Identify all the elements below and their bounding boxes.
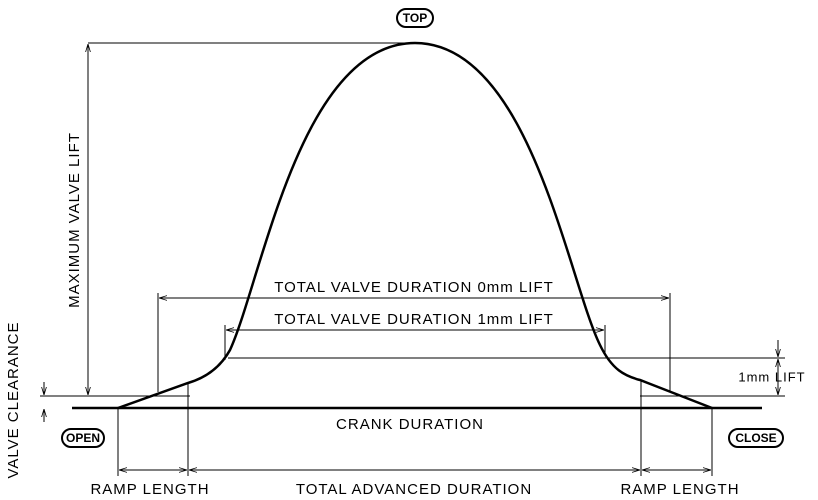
extension-lines [40,42,785,476]
duration-1mm-label: TOTAL VALVE DURATION 1mm LIFT [274,311,554,328]
lift-1mm-label: 1mm LIFT [738,369,805,384]
top-label: TOP [403,11,427,25]
dimension-lines [44,44,778,470]
max-lift-label: MAXIMUM VALVE LIFT [66,132,83,308]
open-tag [61,428,105,448]
open-label: OPEN [66,431,100,445]
total-advanced-label: TOTAL ADVANCED DURATION [296,481,532,498]
lift-curve [117,41,713,410]
crank-duration-label: CRANK DURATION [336,416,484,433]
close-tag [728,428,784,448]
ramp-left-label: RAMP LENGTH [90,481,209,498]
valve-clearance-label: VALVE CLEARANCE [5,322,22,479]
close-label: CLOSE [735,431,776,445]
ramp-right-label: RAMP LENGTH [620,481,739,498]
duration-0mm-label: TOTAL VALVE DURATION 0mm LIFT [274,279,554,296]
top-tag [396,8,434,28]
